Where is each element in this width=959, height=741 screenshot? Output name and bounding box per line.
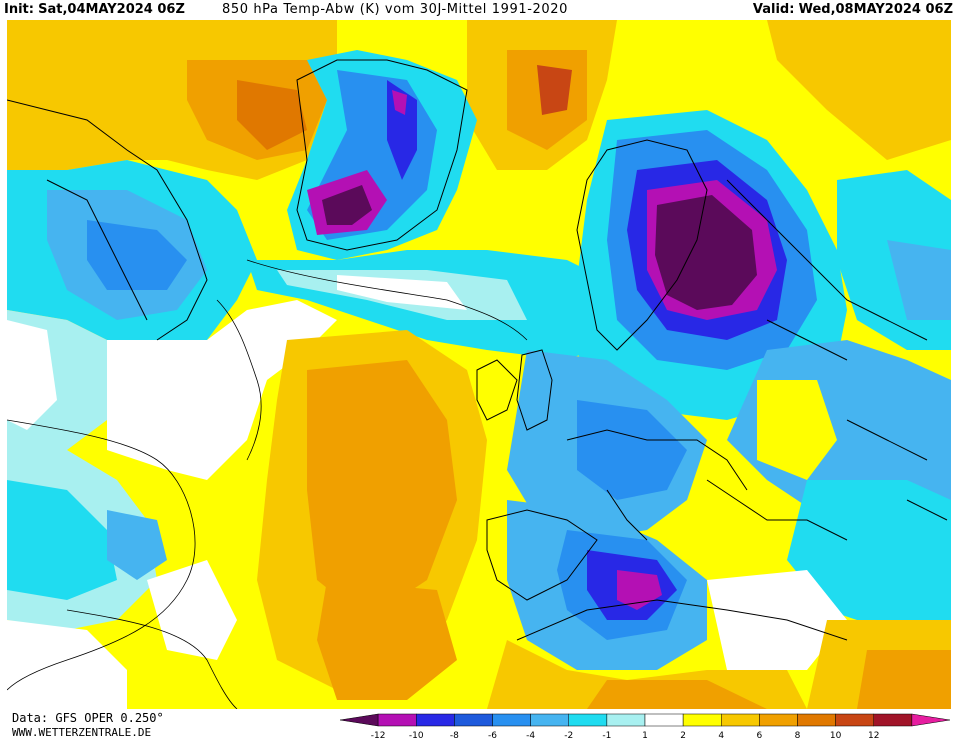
legend-tick-label: -10 (409, 731, 424, 741)
very-cold-greenland-north (392, 90, 407, 115)
warmer-region-sahara (587, 680, 767, 709)
legend-tick-label: -12 (371, 731, 386, 741)
legend-tick-label: 1 (642, 731, 648, 741)
warm-patch-ukraine (757, 380, 837, 480)
init-value: Sat,04MAY2024 06Z (38, 2, 185, 17)
legend-tick-label: -4 (526, 731, 535, 741)
extreme-cold-greenland-south (322, 185, 372, 225)
legend-tick-label: 4 (718, 731, 724, 741)
legend-tick-label: -6 (488, 731, 497, 741)
near-normal-caribbean (7, 620, 127, 709)
zero-anomaly-contours (7, 259, 528, 709)
legend-tick-label: -8 (450, 731, 459, 741)
warmer-region-middle-east (857, 650, 951, 709)
cold-region-turkey (787, 480, 951, 630)
near-normal-egypt (707, 570, 847, 670)
near-normal-newfoundland (7, 320, 57, 430)
chart-footer: Data: GFS OPER 0.250° WWW.WETTERZENTRALE… (0, 709, 959, 741)
website-credit: WWW.WETTERZENTRALE.DE (12, 726, 152, 739)
legend-tick-label: 10 (830, 731, 842, 741)
near-normal-subtropics (147, 560, 237, 660)
extreme-cold-core-scandinavia (655, 195, 757, 310)
legend-swatch (835, 713, 874, 727)
legend-swatch (911, 713, 951, 727)
colder-region-russia (887, 240, 951, 320)
cold-core-labrador (87, 220, 187, 290)
chart-header: Init: Sat,04MAY2024 06Z 850 hPa Temp-Abw… (0, 0, 959, 20)
chart-title: 850 hPa Temp-Abw (K) vom 30J-Mittel 1991… (222, 2, 568, 17)
legend-tick-label: 8 (795, 731, 801, 741)
hot-region-greenland-west (237, 80, 307, 150)
legend-tick-label: 6 (757, 731, 763, 741)
color-legend: -12 -10 -8 -6 -4 -2 -1 1 2 4 6 8 10 12 (339, 713, 951, 741)
legend-swatch (759, 713, 798, 727)
legend-swatch (682, 713, 722, 727)
valid-value: Wed,08MAY2024 06Z (798, 2, 953, 17)
legend-swatch (454, 713, 493, 727)
very-cold-core-north-africa (617, 570, 662, 610)
init-time: Init: Sat,04MAY2024 06Z (4, 0, 185, 20)
legend-swatch (797, 713, 836, 727)
legend-swatch (644, 713, 684, 727)
cold-region-southwest-atlantic (7, 480, 117, 600)
legend-swatch (339, 713, 379, 727)
legend-swatch (568, 713, 608, 727)
legend-swatch (377, 713, 417, 727)
legend-swatch (721, 713, 760, 727)
init-label: Init: (4, 2, 34, 17)
legend-tick-label: -1 (602, 731, 611, 741)
valid-label: Valid: (752, 2, 795, 17)
legend-swatch (492, 713, 531, 727)
valid-time: Valid: Wed,08MAY2024 06Z (753, 0, 953, 20)
warmer-region-central-atlantic (307, 360, 457, 620)
hot-region-svalbard (537, 65, 572, 115)
colder-patch-southwest-atlantic (107, 510, 167, 580)
coastlines (7, 59, 948, 641)
near-normal-west-atlantic (107, 300, 337, 480)
legend-tick-label: 2 (680, 731, 686, 741)
data-source: Data: GFS OPER 0.250° (12, 711, 164, 725)
legend-swatch (530, 713, 569, 727)
legend-swatch (416, 713, 455, 727)
anomaly-map (7, 20, 951, 709)
colder-region-central-europe (577, 400, 687, 500)
legend-swatch (873, 713, 913, 727)
warm-region-siberia (767, 20, 951, 160)
legend-tick-label: 12 (868, 731, 879, 741)
legend-swatch (606, 713, 646, 727)
warm-region-subtropical-atlantic (317, 580, 457, 700)
legend-tick-label: -2 (564, 731, 573, 741)
